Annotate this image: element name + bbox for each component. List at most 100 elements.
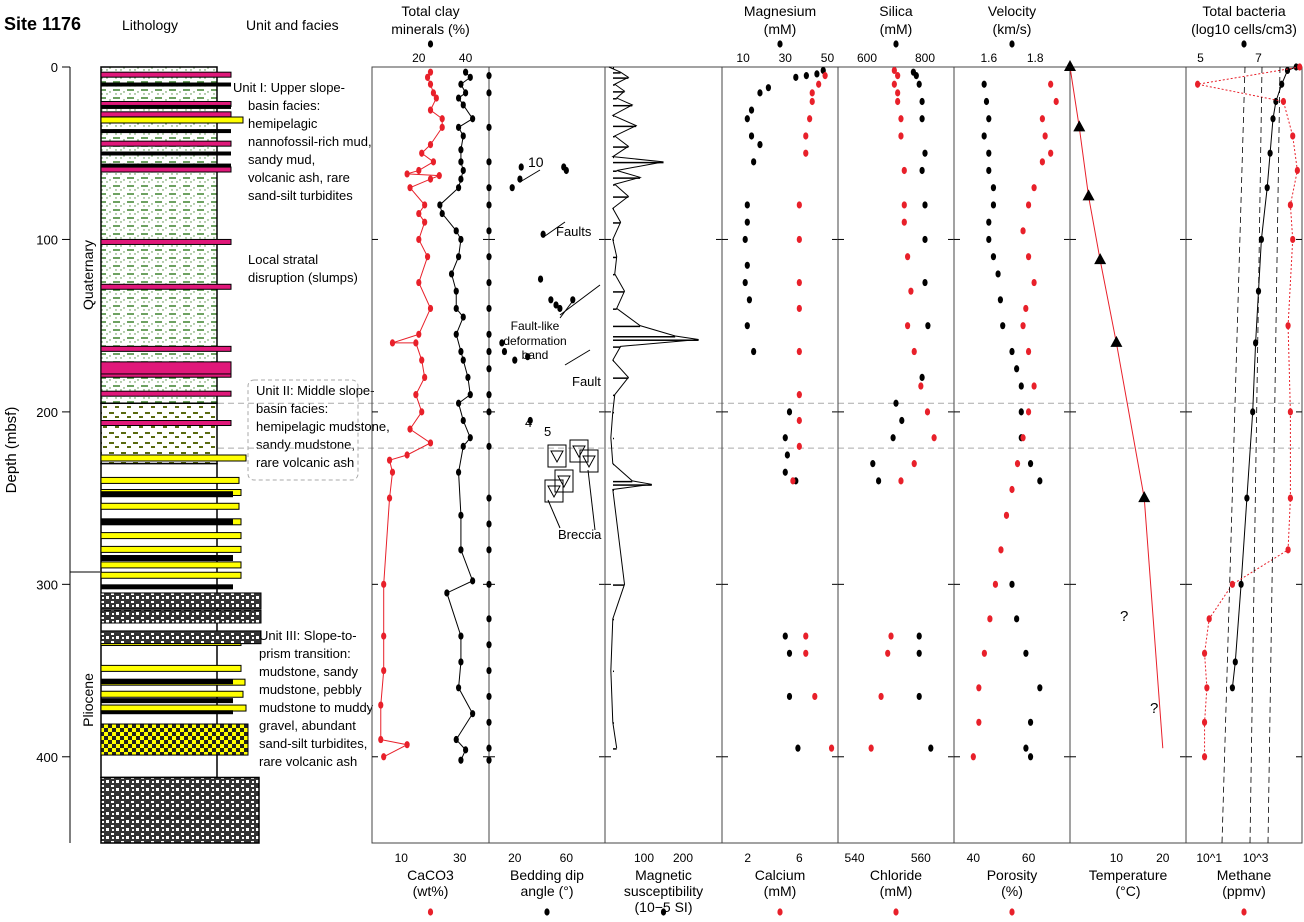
- structure-note: Fault: [572, 374, 601, 389]
- data-bar: [613, 177, 641, 179]
- data-point: [458, 756, 464, 764]
- data-point: [486, 744, 492, 752]
- temperature-point: [1110, 335, 1123, 347]
- data-point: [486, 520, 492, 528]
- ash-layer: [100, 345, 232, 352]
- data-point: [986, 166, 992, 175]
- data-point: [908, 287, 914, 295]
- series-temperature-measurements: [1064, 60, 1151, 503]
- gravel-base: [100, 776, 260, 844]
- data-point: [1195, 80, 1201, 88]
- depth-tick-label: 300: [36, 577, 58, 592]
- data-point: [486, 201, 492, 209]
- unit-line: sand-silt turbidites: [248, 188, 353, 203]
- data-point: [898, 132, 904, 140]
- data-point: [419, 356, 425, 364]
- data-point: [1009, 580, 1015, 588]
- data-point: [916, 649, 922, 657]
- data-point: [1258, 235, 1264, 244]
- data-point: [427, 439, 434, 447]
- data-point: [453, 227, 459, 235]
- data-bar: [613, 339, 699, 341]
- data-bar: [613, 222, 621, 224]
- data-point: [413, 391, 419, 399]
- data-bar: [613, 256, 617, 259]
- data-point: [463, 746, 469, 754]
- top-tick-label: 1.6: [980, 51, 997, 65]
- data-point: [803, 72, 809, 80]
- data-point: [918, 382, 924, 390]
- data-point: [463, 89, 469, 97]
- data-point: [1039, 115, 1045, 123]
- structure-line: [564, 349, 591, 366]
- data-point: [465, 373, 471, 381]
- data-point: [458, 146, 464, 154]
- data-point: [790, 477, 796, 485]
- data-point: [386, 494, 393, 502]
- structure-line: [559, 284, 601, 316]
- data-point: [765, 84, 772, 92]
- unit-line: sandy mudstone,: [256, 437, 355, 452]
- data-point: [744, 261, 750, 269]
- data-point: [878, 692, 884, 701]
- data-bar: [613, 156, 614, 159]
- data-point: [922, 235, 928, 244]
- bottom-tick-label: 10: [1110, 851, 1124, 865]
- data-point: [512, 356, 518, 364]
- legend-marker: [1241, 40, 1247, 48]
- temperature-point: [1064, 60, 1076, 71]
- bottom-tick-label: 560: [911, 851, 931, 865]
- data-point: [422, 373, 428, 381]
- data-point: [986, 115, 992, 123]
- data-point: [1287, 494, 1293, 502]
- data-point: [427, 80, 434, 88]
- bottom-axis-label: Porosity: [987, 867, 1038, 883]
- data-point: [981, 80, 987, 88]
- structure-note: band: [522, 348, 549, 362]
- data-point: [460, 313, 466, 321]
- top-tick-label: 50: [821, 51, 835, 65]
- bottom-tick-label: 6: [796, 851, 803, 865]
- units-header: Unit and facies: [246, 17, 339, 33]
- data-point: [1264, 184, 1270, 192]
- bottom-axis-label: Methane: [1217, 867, 1272, 883]
- temperature-point: [1138, 491, 1151, 503]
- top-tick-label: 5: [1197, 51, 1204, 65]
- dark-band: [101, 151, 231, 156]
- data-point: [786, 649, 793, 657]
- data-point: [803, 649, 809, 657]
- data-point: [455, 468, 462, 476]
- sand-layer: [100, 116, 244, 124]
- data-point: [433, 94, 439, 102]
- unit-descriptions: Unit I: Upper slope-basin facies: hemipel…: [233, 80, 390, 769]
- series-line: [1197, 66, 1300, 757]
- data-point: [444, 589, 450, 597]
- data-point: [407, 425, 413, 433]
- dark-band: [101, 679, 233, 685]
- data-point: [916, 80, 922, 88]
- data-bar: [613, 273, 615, 276]
- data-point: [807, 115, 813, 123]
- data-point: [1027, 460, 1034, 468]
- data-point: [486, 666, 492, 675]
- data-point: [381, 753, 387, 761]
- data-point: [527, 416, 533, 425]
- data-point: [509, 184, 515, 192]
- panel-frame: [604, 66, 723, 844]
- structure-line: [559, 301, 573, 319]
- data-point: [796, 442, 802, 450]
- ash-layer: [100, 140, 232, 147]
- data-point: [1287, 408, 1293, 416]
- data-point: [486, 580, 492, 588]
- data-point: [990, 253, 997, 261]
- data-point: [1280, 97, 1287, 106]
- data-point: [916, 632, 922, 640]
- data-point: [389, 468, 396, 476]
- data-point: [1023, 304, 1029, 313]
- data-bar: [613, 437, 614, 440]
- data-panels: Total clay minerals (%) 20 40 CaCO3(wt%) 10 30…: [371, 3, 1303, 916]
- data-point: [786, 408, 793, 416]
- data-point: [795, 744, 801, 752]
- data-point: [876, 477, 882, 485]
